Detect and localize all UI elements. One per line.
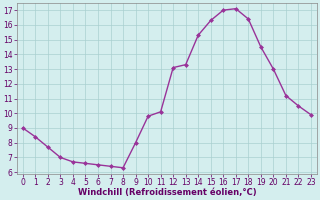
- X-axis label: Windchill (Refroidissement éolien,°C): Windchill (Refroidissement éolien,°C): [77, 188, 256, 197]
